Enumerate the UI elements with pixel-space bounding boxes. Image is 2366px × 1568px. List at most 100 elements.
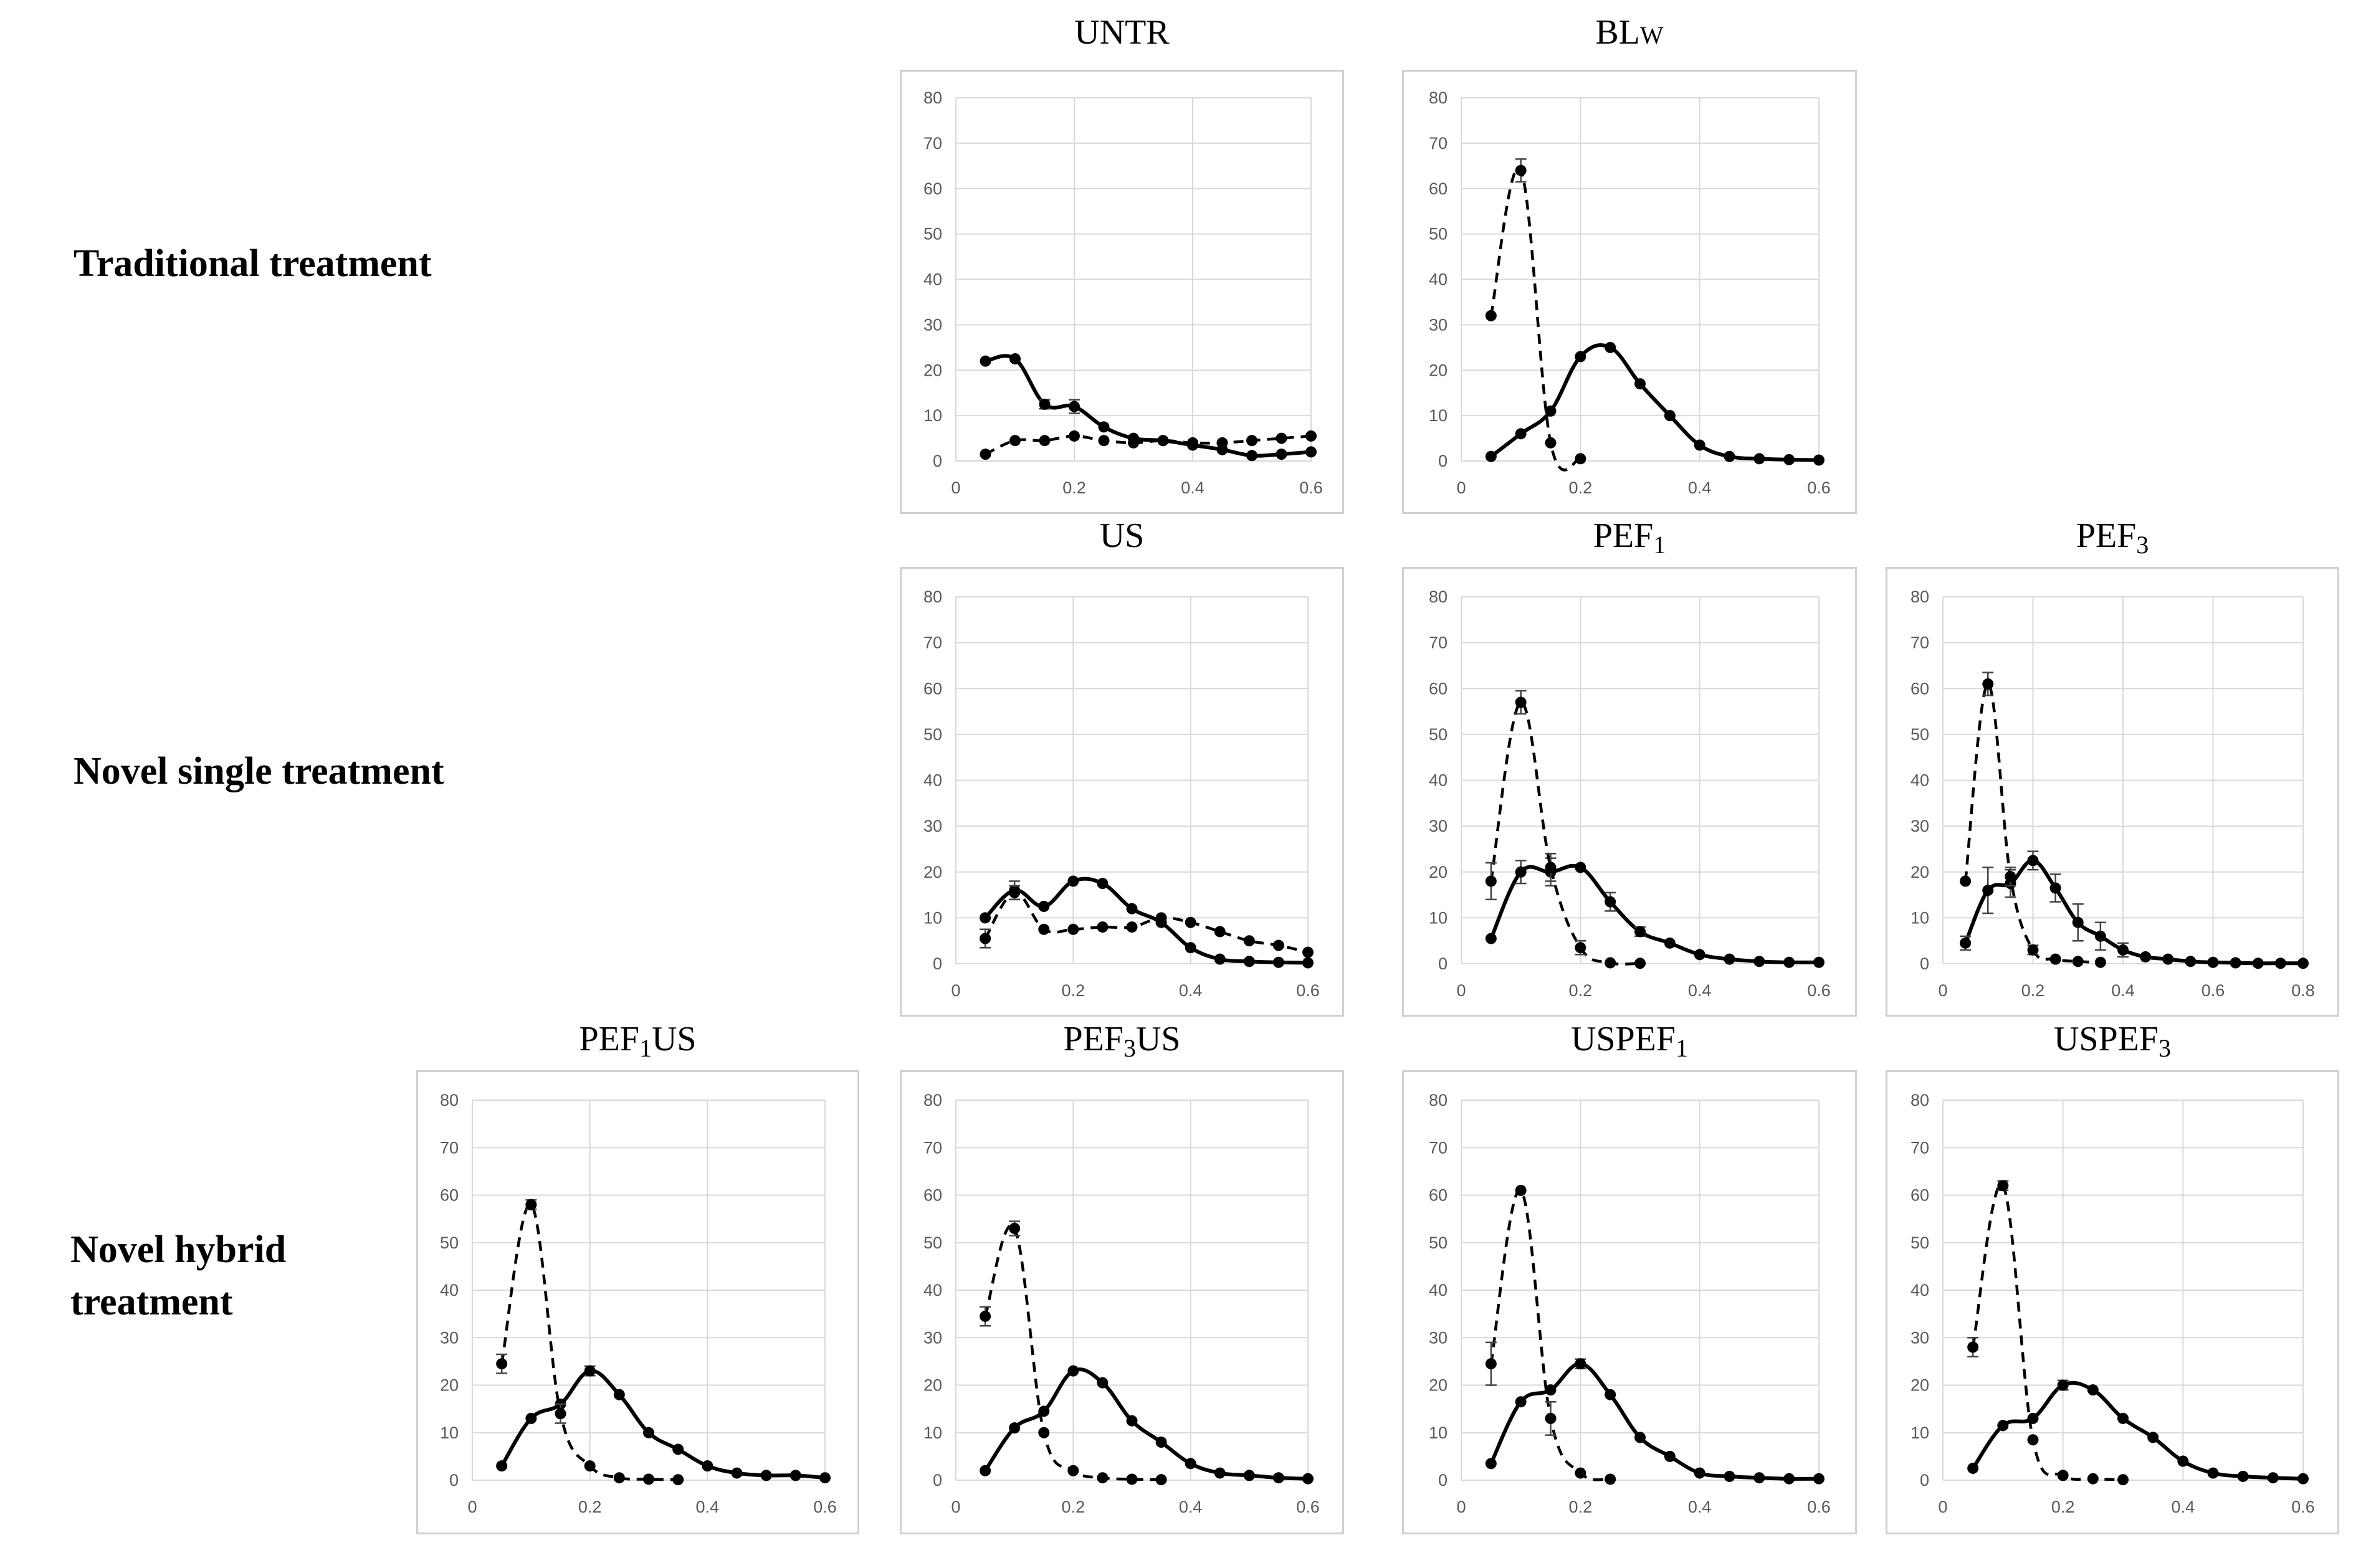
pef1us-x-tick-label: 0.4	[696, 1498, 720, 1516]
uspef1-solid-point	[1783, 1473, 1795, 1485]
pef3us-svg: 0 10 20 30 40 50 60 70 80 0 0.2 0.4 0.6	[923, 1091, 1320, 1516]
us-y-tick-label: 80	[923, 587, 942, 606]
untr-y-tick-label: 60	[923, 179, 942, 198]
uspef3-x-tick-label: 0	[1938, 1498, 1947, 1516]
untr-solid-point	[1276, 449, 1287, 460]
blw-solid-point	[1783, 454, 1795, 465]
panel-title-pef3-base: PEF	[2076, 516, 2137, 555]
blw-solid-point	[1515, 428, 1527, 440]
untr-dashed-point	[1009, 435, 1021, 447]
us-solid-point	[1243, 956, 1255, 967]
pef1us-solid-point	[613, 1389, 625, 1400]
us-dashed-point	[1302, 946, 1314, 958]
us-svg: 0 10 20 30 40 50 60 70 80 0 0.2 0.4 0.6	[923, 587, 1320, 1000]
blw-dashed-point	[1545, 437, 1557, 449]
pef3us-x-tick-label: 0	[951, 1498, 960, 1516]
pef3us-solid-point	[1302, 1473, 1314, 1485]
uspef3-dashed-point	[1997, 1180, 2009, 1192]
blw-solid-point	[1605, 341, 1616, 353]
pef3-solid-point	[2162, 953, 2174, 965]
uspef3-y-tick-label: 20	[1910, 1376, 1929, 1395]
us-y-tick-label: 70	[923, 634, 942, 652]
pef3us-dashed-point	[980, 1310, 991, 1322]
uspef1-solid-point	[1605, 1389, 1616, 1400]
us-dashed-point	[1067, 923, 1079, 935]
pef3-solid-point	[1982, 885, 1994, 896]
panel-title-uspef1: USPEF1	[1402, 1019, 1857, 1063]
pef3-y-tick-label: 50	[1910, 725, 1929, 744]
untr-y-tick-label: 20	[923, 361, 942, 379]
pef3-dashed-point	[2027, 944, 2039, 956]
uspef3-dashed-point	[2087, 1473, 2099, 1485]
us-y-tick-label: 10	[923, 908, 942, 927]
uspef3-solid-point	[2087, 1384, 2099, 1396]
us-dashed-point	[1243, 935, 1255, 947]
untr-dashed-point	[1246, 435, 1257, 447]
panel-title-untr: UNTR	[900, 12, 1344, 52]
pef3us-solid-point	[1126, 1415, 1138, 1427]
uspef3-y-tick-label: 60	[1910, 1186, 1929, 1205]
pef3-solid-point	[2230, 957, 2241, 969]
pef1us-y-tick-label: 10	[440, 1423, 459, 1442]
untr-y-tick-label: 10	[923, 406, 942, 425]
pef3us-dashed-series-line	[983, 1224, 1162, 1481]
pef3us-solid-point	[980, 1465, 991, 1476]
chart-panel-pef3: 0 10 20 30 40 50 60 70 80 0 0.2 0.4 0.6 0.8	[1886, 567, 2339, 1017]
us-solid-point	[1272, 956, 1284, 968]
pef1-x-tick-label: 0.4	[1688, 981, 1712, 1000]
uspef3-svg: 0 10 20 30 40 50 60 70 80 0 0.2 0.4 0.6	[1910, 1091, 2315, 1516]
uspef3-dashed-point	[1967, 1341, 1979, 1353]
blw-solid-point	[1724, 450, 1735, 462]
uspef1-solid-point	[1694, 1467, 1705, 1479]
pef3-y-tick-label: 80	[1910, 587, 1929, 606]
untr-dashed-point	[1069, 430, 1080, 442]
pef1us-y-tick-label: 50	[440, 1233, 459, 1252]
uspef3-solid-series-line	[1971, 1380, 2304, 1481]
blw-solid-point	[1575, 351, 1586, 363]
pef1-y-tick-label: 20	[1429, 863, 1448, 881]
us-solid-point	[1038, 900, 1050, 912]
pef1us-dashed-point	[525, 1199, 537, 1210]
blw-dashed-point	[1575, 453, 1586, 465]
blw-solid-point	[1813, 454, 1825, 466]
pef3us-x-tick-label: 0.4	[1179, 1498, 1203, 1516]
pef3-solid-series-line	[1963, 858, 2303, 966]
panel-title-blw-base: BL	[1595, 13, 1640, 52]
chart-panel-us: 0 10 20 30 40 50 60 70 80 0 0.2 0.4 0.6	[900, 567, 1344, 1017]
panel-title-pef1-sub: 1	[1653, 531, 1666, 559]
pef1us-solid-point	[702, 1460, 713, 1472]
pef3-dashed-point	[2049, 953, 2061, 965]
row-label-hybrid-line1: Novel hybrid	[70, 1228, 287, 1271]
pef3us-solid-point	[1272, 1472, 1284, 1484]
untr-solid-point	[980, 355, 991, 367]
panel-title-pef1us-sub: 1	[639, 1034, 652, 1062]
uspef3-x-tick-label: 0.2	[2051, 1498, 2075, 1516]
uspef3-dashed-point	[2057, 1470, 2069, 1481]
chart-panel-uspef3: 0 10 20 30 40 50 60 70 80 0 0.2 0.4 0.6	[1886, 1070, 2339, 1534]
pef1-dashed-point	[1545, 862, 1557, 873]
pef3-dashed-point	[1982, 678, 1994, 690]
pef1us-solid-point	[584, 1365, 596, 1377]
uspef1-dashed-point	[1515, 1184, 1527, 1196]
pef1-solid-point	[1664, 937, 1676, 949]
pef3-solid-point	[2185, 956, 2197, 967]
pef1us-dashed-point	[584, 1460, 596, 1472]
uspef3-x-tick-label: 0.6	[2291, 1498, 2315, 1516]
pef3us-y-tick-label: 50	[923, 1233, 942, 1252]
pef3us-y-tick-label: 40	[923, 1281, 942, 1300]
pef3us-dashed-point	[1009, 1222, 1021, 1234]
uspef1-y-tick-label: 0	[1438, 1471, 1448, 1490]
pef1us-solid-point	[643, 1427, 654, 1438]
panel-title-uspef3-base: USPEF	[2053, 1020, 2159, 1058]
pef1us-solid-point	[525, 1412, 537, 1424]
untr-dashed-point	[1216, 437, 1228, 449]
pef1us-solid-point	[731, 1467, 743, 1479]
pef1-dashed-point	[1515, 696, 1527, 708]
panel-title-pef3us: PEF3US	[900, 1019, 1344, 1063]
uspef1-dashed-point	[1485, 1358, 1497, 1370]
pef3-x-tick-label: 0.8	[2291, 981, 2315, 1000]
uspef1-y-tick-label: 30	[1429, 1328, 1448, 1347]
uspef3-y-tick-label: 30	[1910, 1328, 1929, 1347]
pef3-y-tick-label: 60	[1910, 679, 1929, 698]
pef1-y-tick-label: 50	[1429, 725, 1448, 744]
